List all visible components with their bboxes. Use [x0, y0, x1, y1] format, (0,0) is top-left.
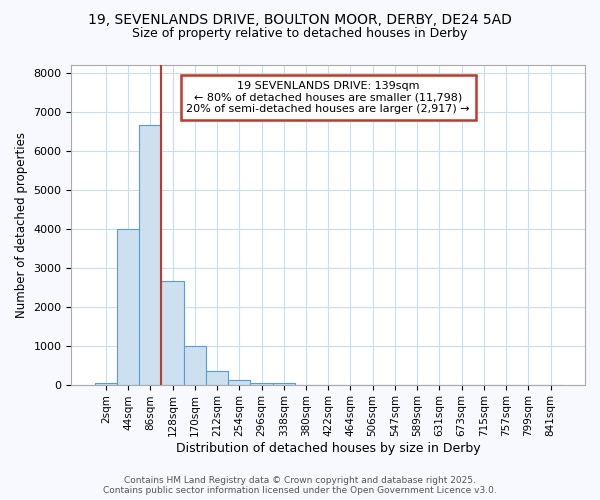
Bar — [117, 228, 139, 384]
Text: Contains HM Land Registry data © Crown copyright and database right 2025.
Contai: Contains HM Land Registry data © Crown c… — [103, 476, 497, 495]
Bar — [206, 372, 228, 384]
Text: 19, SEVENLANDS DRIVE, BOULTON MOOR, DERBY, DE24 5AD: 19, SEVENLANDS DRIVE, BOULTON MOOR, DERB… — [88, 12, 512, 26]
Bar — [250, 382, 272, 384]
Text: 19 SEVENLANDS DRIVE: 139sqm
← 80% of detached houses are smaller (11,798)
20% of: 19 SEVENLANDS DRIVE: 139sqm ← 80% of det… — [187, 81, 470, 114]
Bar — [161, 282, 184, 385]
Bar — [95, 382, 117, 384]
Bar — [228, 380, 250, 384]
Bar — [272, 382, 295, 384]
Bar — [184, 346, 206, 385]
X-axis label: Distribution of detached houses by size in Derby: Distribution of detached houses by size … — [176, 442, 481, 455]
Text: Size of property relative to detached houses in Derby: Size of property relative to detached ho… — [133, 28, 467, 40]
Y-axis label: Number of detached properties: Number of detached properties — [15, 132, 28, 318]
Bar — [139, 126, 161, 384]
